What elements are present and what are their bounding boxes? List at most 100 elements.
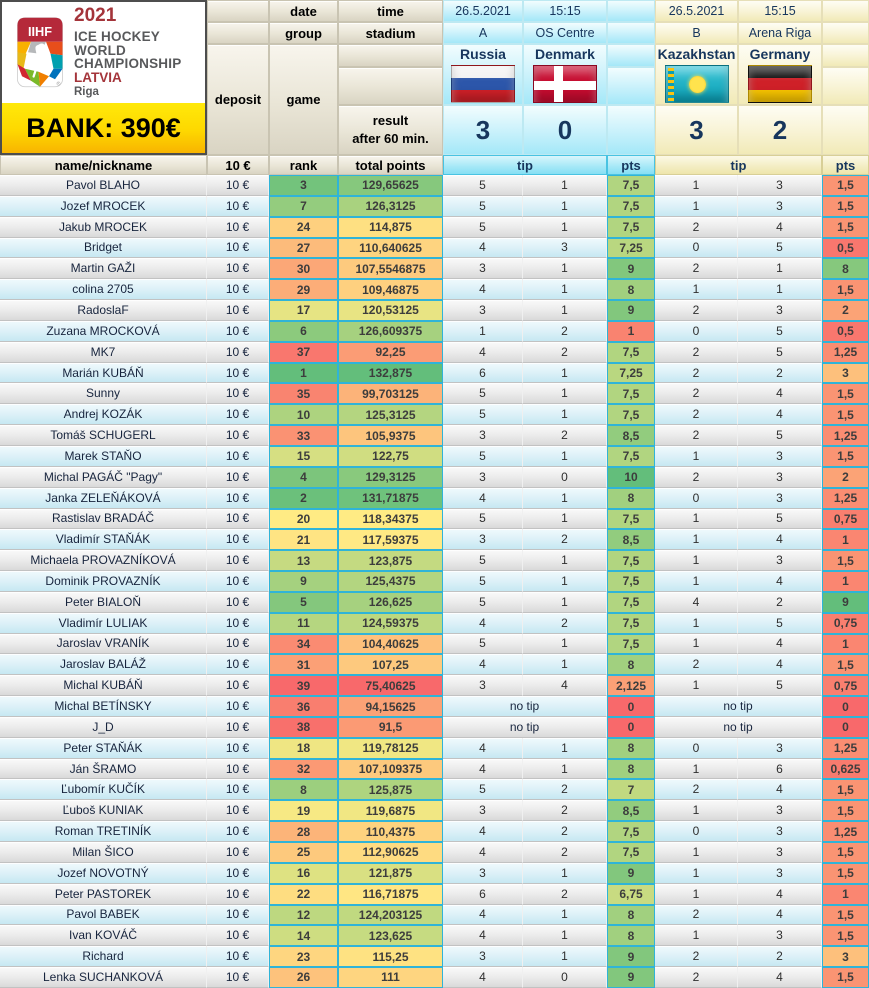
match2-pts-cell[interactable]: 0,75 (822, 508, 869, 530)
match2-home-tip-cell[interactable]: 2 (655, 341, 738, 363)
match1-away-tip-cell[interactable]: 1 (523, 445, 607, 467)
deposit-cell[interactable]: 10 € (207, 925, 269, 947)
match2-pts-cell[interactable]: 0,5 (822, 320, 869, 342)
player-name-cell[interactable]: Pavol BABEK (0, 904, 207, 926)
match1-pts-cell[interactable]: 9 (607, 862, 655, 884)
deposit-cell[interactable]: 10 € (207, 821, 269, 842)
match1-away-tip-cell[interactable]: 1 (523, 571, 607, 592)
rank-cell[interactable]: 28 (269, 821, 338, 842)
rank-cell[interactable]: 9 (269, 571, 338, 592)
total-points-cell[interactable]: 107,25 (338, 654, 443, 676)
match1-away-tip-cell[interactable]: 2 (523, 800, 607, 822)
match1-home-tip-cell[interactable]: 3 (443, 466, 523, 488)
match1-pts-cell[interactable]: 0 (607, 696, 655, 717)
deposit-cell[interactable]: 10 € (207, 550, 269, 572)
match2-time[interactable]: 15:15 (738, 0, 822, 22)
rank-cell[interactable]: 14 (269, 925, 338, 947)
match2-away-tip-cell[interactable]: 4 (738, 654, 822, 676)
total-points-cell[interactable]: 110,4375 (338, 821, 443, 842)
match1-home-tip-cell[interactable]: 5 (443, 383, 523, 405)
deposit-cell[interactable]: 10 € (207, 904, 269, 926)
match2-home-tip-cell[interactable]: 0 (655, 821, 738, 842)
match2-home-tip-cell[interactable]: 1 (655, 175, 738, 196)
match1-away-tip-cell[interactable]: 1 (523, 737, 607, 759)
match1-home-score[interactable]: 3 (443, 105, 523, 155)
match1-away-tip-cell[interactable]: 0 (523, 967, 607, 988)
match1-away-tip-cell[interactable]: 1 (523, 758, 607, 780)
match1-pts-cell[interactable]: 7,5 (607, 571, 655, 592)
player-name-cell[interactable]: Roman TRETINÍK (0, 821, 207, 842)
match1-home-tip-cell[interactable]: 5 (443, 633, 523, 655)
match1-home-tip-cell[interactable]: 5 (443, 195, 523, 217)
match1-pts-cell[interactable]: 7,25 (607, 237, 655, 259)
match1-away-tip-cell[interactable]: 1 (523, 633, 607, 655)
match2-pts-cell[interactable]: 0,625 (822, 758, 869, 780)
match1-away-tip-cell[interactable]: 1 (523, 487, 607, 509)
total-points-cell[interactable]: 121,875 (338, 862, 443, 884)
match2-home-tip-cell[interactable]: 1 (655, 925, 738, 947)
match1-away-tip-cell[interactable]: 1 (523, 550, 607, 572)
player-name-cell[interactable]: Jaroslav BALÁŽ (0, 654, 207, 676)
match1-away-tip-cell[interactable]: 1 (523, 654, 607, 676)
player-name-cell[interactable]: Janka ZELEŇÁKOVÁ (0, 487, 207, 509)
match2-away-tip-cell[interactable]: 1 (738, 279, 822, 301)
match2-pts-cell[interactable]: 1,5 (822, 925, 869, 947)
match1-pts-cell[interactable]: 8 (607, 758, 655, 780)
match1-stadium[interactable]: OS Centre (523, 22, 607, 44)
match1-pts-cell[interactable]: 7,5 (607, 842, 655, 863)
player-name-cell[interactable]: Andrej KOZÁK (0, 404, 207, 426)
total-points-cell[interactable]: 94,15625 (338, 696, 443, 717)
rank-cell[interactable]: 15 (269, 445, 338, 467)
match2-home-tip-cell[interactable]: 1 (655, 883, 738, 905)
match2-away-tip-cell[interactable]: 2 (738, 362, 822, 384)
match2-home-tip-cell[interactable]: 0 (655, 320, 738, 342)
match2-home-tip-cell[interactable]: 1 (655, 550, 738, 572)
match1-pts-cell[interactable]: 8 (607, 279, 655, 301)
match2-away-tip-cell[interactable]: 4 (738, 216, 822, 238)
player-name-cell[interactable]: Martin GAŽI (0, 258, 207, 280)
player-name-cell[interactable]: Marián KUBÁŇ (0, 362, 207, 384)
total-points-cell[interactable]: 119,6875 (338, 800, 443, 822)
match2-home-team[interactable]: Kazakhstan (655, 44, 738, 105)
total-points-cell[interactable]: 109,46875 (338, 279, 443, 301)
player-name-cell[interactable]: RadoslaF (0, 300, 207, 321)
match1-home-tip-cell[interactable]: 1 (443, 320, 523, 342)
total-points-cell[interactable]: 123,875 (338, 550, 443, 572)
match1-away-tip-cell[interactable]: 1 (523, 175, 607, 196)
rank-cell[interactable]: 32 (269, 758, 338, 780)
player-name-cell[interactable]: J_D (0, 716, 207, 738)
match1-home-tip-cell[interactable]: 3 (443, 258, 523, 280)
player-name-cell[interactable]: Vladimír STAŇÁK (0, 529, 207, 551)
match1-pts-cell[interactable]: 7,5 (607, 591, 655, 613)
match2-pts-cell[interactable]: 1,5 (822, 654, 869, 676)
match2-away-tip-cell[interactable]: 3 (738, 195, 822, 217)
match2-home-tip-cell[interactable]: 1 (655, 195, 738, 217)
match1-home-tip-cell[interactable]: 5 (443, 508, 523, 530)
match1-away-tip-cell[interactable]: 1 (523, 404, 607, 426)
match2-home-tip-cell[interactable]: 1 (655, 862, 738, 884)
total-points-cell[interactable]: 123,625 (338, 925, 443, 947)
total-points-cell[interactable]: 114,875 (338, 216, 443, 238)
total-points-cell[interactable]: 115,25 (338, 946, 443, 968)
match2-pts-cell[interactable]: 0,75 (822, 612, 869, 634)
match2-away-tip-cell[interactable]: 6 (738, 758, 822, 780)
match2-away-tip-cell[interactable]: 4 (738, 404, 822, 426)
match1-home-tip-cell[interactable]: 4 (443, 654, 523, 676)
match2-away-tip-cell[interactable]: 1 (738, 258, 822, 280)
match1-pts-cell[interactable]: 7,5 (607, 341, 655, 363)
match1-pts-cell[interactable]: 7,5 (607, 445, 655, 467)
total-points-cell[interactable]: 124,203125 (338, 904, 443, 926)
match2-away-tip-cell[interactable]: 2 (738, 946, 822, 968)
deposit-cell[interactable]: 10 € (207, 612, 269, 634)
match2-pts-cell[interactable]: 1,5 (822, 550, 869, 572)
match1-pts-cell[interactable]: 8,5 (607, 800, 655, 822)
match2-away-team[interactable]: Germany (738, 44, 822, 105)
match1-away-tip-cell[interactable]: 2 (523, 883, 607, 905)
match2-home-tip-cell[interactable]: 1 (655, 633, 738, 655)
player-name-cell[interactable]: Bridget (0, 237, 207, 259)
rank-cell[interactable]: 4 (269, 466, 338, 488)
rank-cell[interactable]: 16 (269, 862, 338, 884)
deposit-cell[interactable]: 10 € (207, 279, 269, 301)
match1-pts-cell[interactable]: 7,5 (607, 612, 655, 634)
match1-away-tip-cell[interactable]: 1 (523, 362, 607, 384)
